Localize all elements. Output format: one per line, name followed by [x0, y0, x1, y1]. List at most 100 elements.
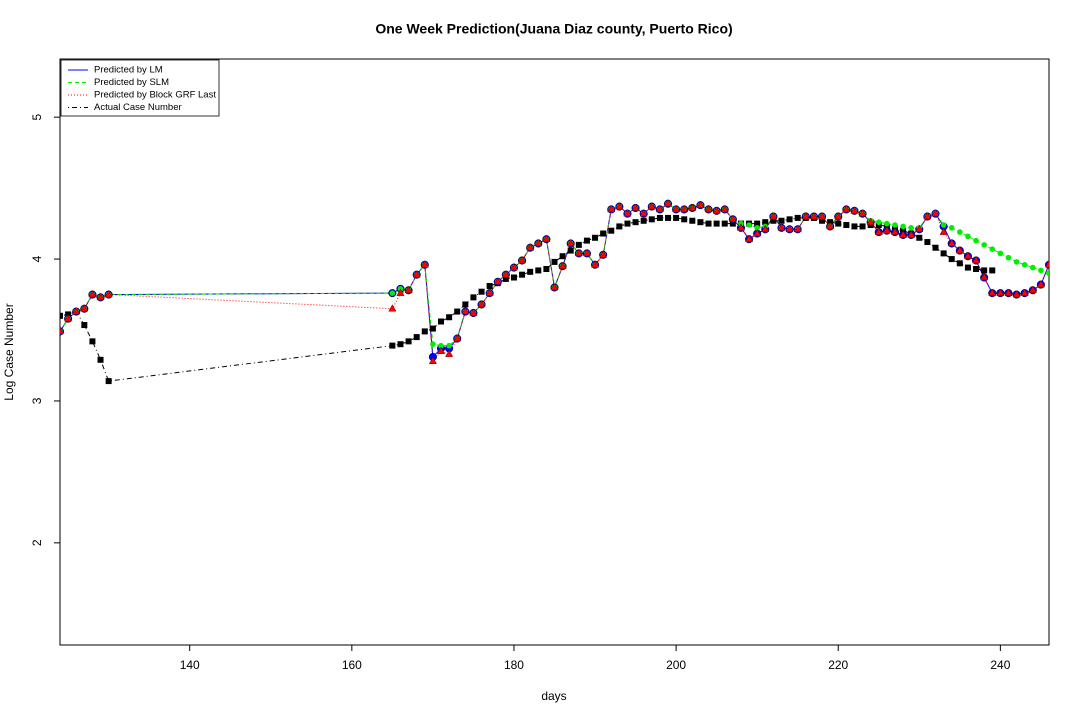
point: [728, 214, 737, 223]
point: [639, 209, 648, 217]
x-axis-label: days: [541, 689, 566, 703]
point: [916, 234, 923, 241]
point: [663, 199, 673, 207]
legend-label: Predicted by SLM: [94, 77, 169, 88]
point: [965, 233, 971, 240]
point: [746, 222, 752, 228]
point: [973, 265, 980, 272]
point: [429, 325, 436, 332]
point: [874, 227, 883, 235]
point: [801, 211, 810, 220]
point: [777, 223, 786, 231]
point: [438, 342, 444, 349]
point: [980, 272, 989, 281]
legend-label: Predicted by Block GRF Last: [94, 90, 216, 101]
point: [713, 220, 720, 227]
point: [1021, 261, 1028, 268]
point: [754, 225, 760, 231]
point: [882, 226, 891, 234]
point: [1038, 267, 1044, 274]
point: [1020, 288, 1029, 296]
point: [454, 308, 461, 315]
point: [955, 246, 964, 254]
point: [1005, 254, 1012, 261]
point: [915, 224, 924, 233]
y-tick-label: 3: [30, 397, 44, 404]
point: [826, 221, 835, 230]
point: [478, 288, 485, 295]
point: [850, 206, 859, 214]
point: [1044, 260, 1049, 268]
point: [388, 304, 397, 312]
point: [526, 243, 535, 251]
point: [899, 230, 908, 238]
point: [908, 225, 914, 231]
point: [688, 203, 697, 211]
point: [720, 204, 729, 213]
point: [681, 216, 688, 223]
point: [948, 225, 955, 231]
point: [689, 217, 696, 224]
point: [105, 378, 112, 385]
point: [502, 275, 509, 282]
point: [1046, 270, 1049, 277]
point: [60, 312, 63, 319]
point: [931, 209, 940, 217]
point: [981, 242, 987, 248]
point: [721, 220, 728, 227]
x-tick-label: 200: [666, 658, 686, 672]
point: [851, 223, 858, 230]
point: [493, 277, 502, 285]
point: [754, 220, 761, 227]
point: [469, 308, 478, 316]
point: [436, 346, 446, 355]
x-tick-label: 220: [828, 658, 848, 672]
point: [712, 206, 721, 214]
point: [753, 229, 762, 237]
point: [501, 270, 510, 278]
plot-frame: [59, 58, 1050, 646]
point: [858, 209, 867, 217]
point: [770, 217, 777, 224]
point: [527, 268, 534, 275]
point: [615, 202, 624, 210]
point: [957, 229, 963, 235]
point: [673, 214, 680, 221]
point: [575, 241, 582, 248]
chart-title: One Week Prediction(Juana Diaz county, P…: [375, 21, 732, 37]
point: [640, 217, 647, 224]
legend-box: [60, 59, 220, 117]
point: [551, 258, 558, 265]
point: [794, 214, 801, 221]
point: [389, 342, 396, 349]
point: [430, 341, 436, 347]
point: [550, 282, 559, 291]
point: [389, 290, 396, 296]
point: [104, 290, 113, 298]
point: [453, 334, 462, 342]
point: [559, 253, 566, 260]
point: [835, 220, 842, 227]
point: [600, 230, 607, 237]
point: [616, 223, 623, 230]
point: [421, 328, 428, 335]
point: [623, 209, 632, 217]
point: [607, 204, 616, 213]
point: [510, 274, 517, 281]
point: [1036, 280, 1045, 288]
point: [89, 338, 96, 345]
point: [761, 224, 770, 233]
point: [631, 203, 640, 211]
point: [648, 216, 655, 223]
point: [64, 314, 73, 322]
y-tick-label: 5: [30, 114, 44, 121]
x-tick-label: 240: [990, 658, 1010, 672]
point: [819, 217, 826, 224]
point: [988, 288, 997, 296]
point: [461, 307, 470, 315]
point: [583, 237, 590, 244]
point: [907, 230, 916, 238]
point: [509, 263, 518, 271]
